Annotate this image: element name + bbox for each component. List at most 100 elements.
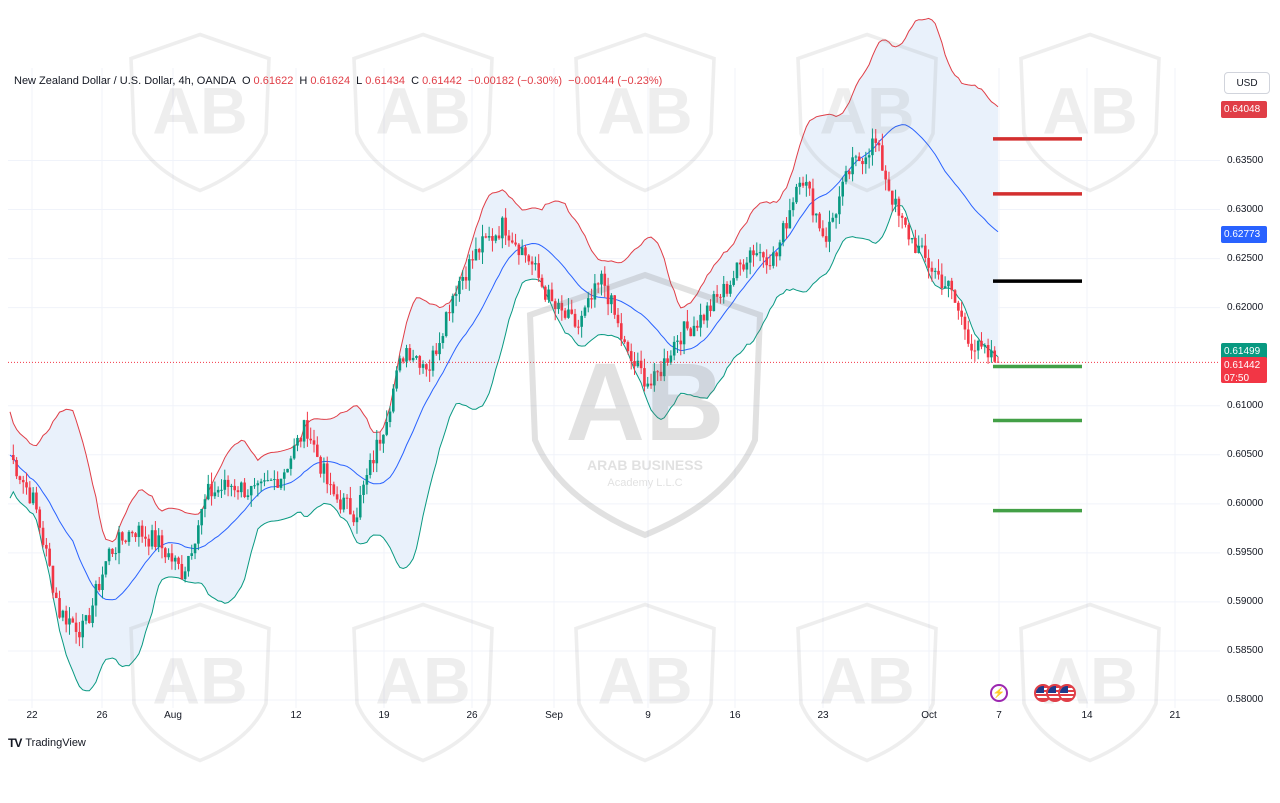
candle-body — [623, 339, 626, 343]
candle-body — [269, 479, 273, 481]
candle — [206, 474, 210, 501]
candle-body — [725, 283, 729, 294]
candle — [28, 481, 32, 504]
candle — [190, 544, 194, 560]
candle-body — [18, 476, 22, 480]
candle-body — [342, 497, 346, 510]
candle-body — [147, 538, 151, 547]
candle — [689, 326, 692, 337]
candle — [200, 508, 203, 535]
candle-body — [365, 474, 369, 485]
symbol-name[interactable]: New Zealand Dollar / U.S. Dollar, 4h, OA… — [14, 75, 236, 87]
candle — [553, 298, 557, 321]
candle-body — [534, 263, 537, 265]
candle — [144, 526, 147, 547]
tradingview-logo[interactable]: TV TradingView — [8, 736, 86, 750]
candle — [88, 607, 91, 624]
candle — [676, 335, 679, 353]
candle — [834, 213, 838, 229]
candle-body — [986, 345, 990, 358]
candle-body — [547, 289, 550, 300]
candle-body — [12, 454, 15, 461]
price-tick-label: 0.61000 — [1227, 399, 1264, 411]
candle — [894, 189, 897, 213]
candle — [765, 249, 768, 274]
candle-body — [580, 315, 583, 327]
candle-body — [897, 198, 901, 216]
candle-body — [772, 252, 775, 266]
candle-body — [177, 557, 180, 564]
candle — [164, 546, 167, 564]
candle-body — [504, 217, 507, 236]
candle — [659, 360, 663, 381]
candle-body — [236, 490, 240, 493]
candle-body — [220, 489, 223, 491]
candle — [306, 411, 309, 447]
candle — [606, 277, 610, 316]
candle-body — [130, 531, 134, 534]
currency-button[interactable]: USD — [1224, 72, 1270, 94]
candle — [458, 276, 461, 302]
candle — [871, 128, 874, 166]
candle — [629, 343, 633, 370]
candle-body — [577, 326, 580, 328]
candle-body — [276, 479, 279, 488]
candle-body — [266, 480, 270, 482]
candle-body — [474, 249, 478, 261]
candle-body — [306, 420, 309, 439]
economic-events[interactable] — [1034, 684, 1076, 702]
candle — [633, 351, 636, 375]
candle-body — [355, 517, 359, 523]
candle-body — [84, 615, 88, 621]
candle — [226, 475, 230, 497]
candle-body — [358, 494, 362, 518]
candle-body — [930, 267, 934, 272]
high-label: H — [299, 75, 308, 87]
candle-body — [610, 295, 613, 305]
price-tick-label: 0.58000 — [1227, 694, 1264, 705]
candle — [831, 212, 835, 223]
candle — [58, 590, 61, 619]
candle-body — [606, 285, 610, 305]
us-flag-icon[interactable] — [1058, 684, 1076, 702]
candle — [395, 366, 398, 392]
candle-body — [854, 156, 858, 158]
candle — [220, 479, 223, 499]
candle-body — [649, 383, 653, 386]
candle-body — [950, 280, 954, 291]
candle — [603, 266, 607, 298]
candle — [111, 548, 114, 558]
price-tick-label: 0.63000 — [1227, 203, 1264, 215]
candle-body — [392, 388, 395, 412]
candle-body — [378, 439, 382, 444]
candle — [719, 293, 722, 304]
candle-body — [881, 145, 884, 171]
candle-body — [808, 181, 811, 189]
candle-body — [745, 262, 749, 270]
lightning-icon[interactable]: ⚡ — [990, 684, 1008, 702]
candle — [487, 226, 491, 241]
candle — [722, 275, 726, 304]
candle — [35, 486, 38, 514]
candle-body — [15, 460, 18, 477]
candle-body — [81, 620, 84, 638]
candle — [937, 259, 940, 280]
countdown-timer: 07:50 — [1224, 373, 1250, 384]
candle — [78, 621, 81, 647]
candle — [709, 299, 712, 317]
candle-body — [35, 492, 38, 510]
candle-body — [775, 252, 778, 257]
candle — [762, 251, 765, 268]
candle — [557, 298, 560, 314]
candle — [805, 174, 808, 197]
candle-body — [586, 298, 590, 308]
candle-body — [137, 525, 141, 538]
candle — [167, 548, 170, 560]
candle-body — [405, 348, 408, 362]
candle-body — [97, 583, 101, 591]
candle — [679, 331, 683, 356]
candle-body — [458, 280, 461, 295]
candle-body — [124, 540, 127, 542]
candle — [441, 333, 445, 349]
